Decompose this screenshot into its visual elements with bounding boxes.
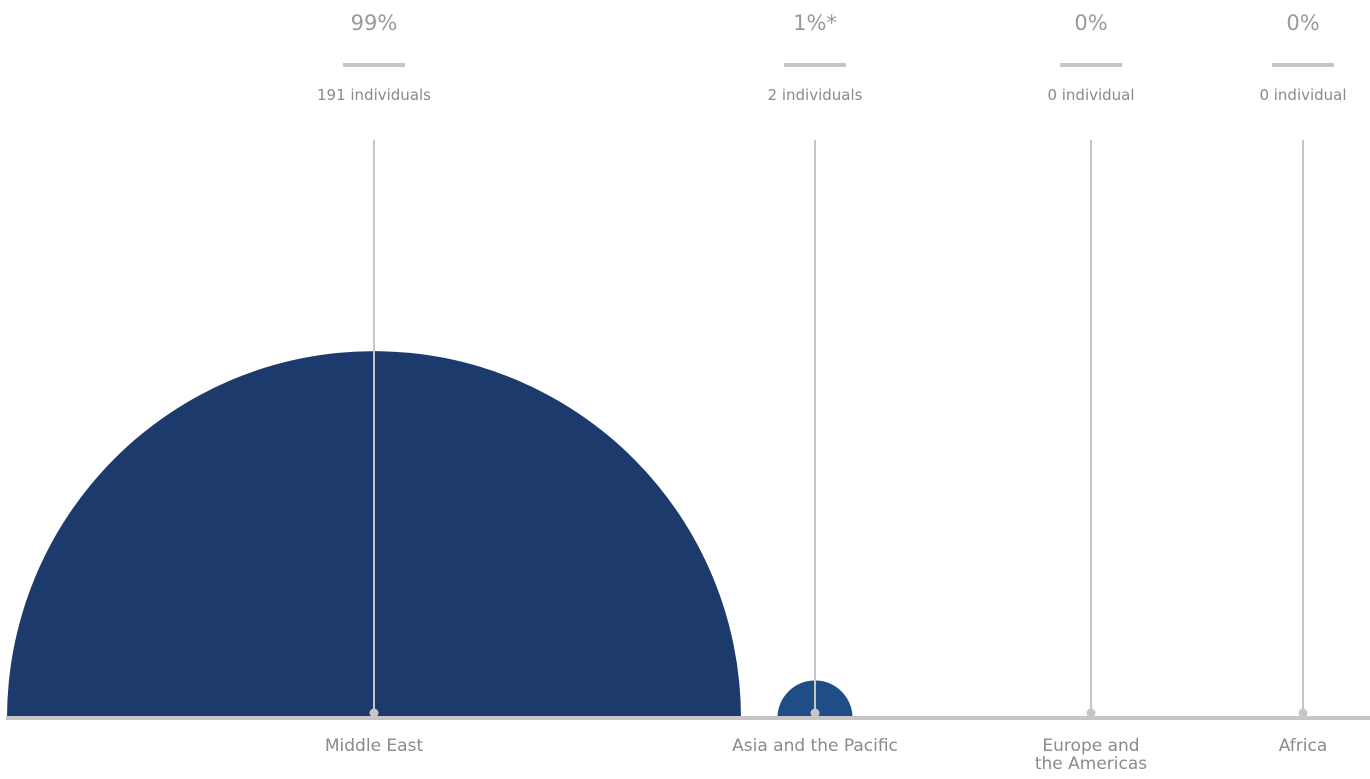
region-label-line: the Americas (1035, 754, 1147, 774)
region-label-line: Middle East (325, 736, 424, 756)
region-label-3: Africa (1279, 736, 1328, 756)
guide-dot-3 (1298, 708, 1308, 718)
guide-dot-1 (810, 708, 820, 718)
percent-label-0: 99% (351, 11, 398, 35)
count-label-2: 0 individual (1047, 86, 1134, 104)
region-label-line: Europe and (1042, 736, 1139, 756)
region-label-2: Europe and the Americas (1035, 736, 1147, 774)
percent-label-3: 0% (1286, 11, 1319, 35)
region-label-0: Middle East (325, 736, 424, 756)
guide-dot-0 (369, 708, 379, 718)
region-label-1: Asia and the Pacific (732, 736, 898, 756)
percent-label-1: 1%* (793, 11, 837, 35)
region-label-line: Asia and the Pacific (732, 736, 898, 756)
count-label-0: 191 individuals (317, 86, 431, 104)
percent-label-2: 0% (1074, 11, 1107, 35)
count-label-3: 0 individual (1259, 86, 1346, 104)
guide-dot-2 (1086, 708, 1096, 718)
count-label-1: 2 individuals (768, 86, 863, 104)
region-label-line: Africa (1279, 736, 1328, 756)
